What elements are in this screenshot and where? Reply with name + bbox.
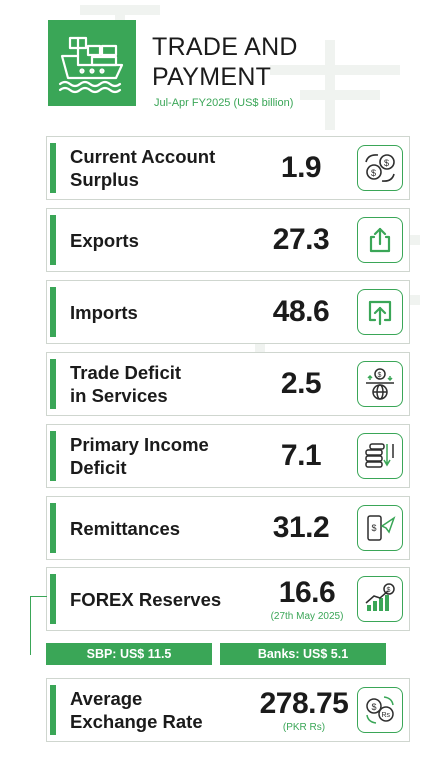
card-value: 2.5 (280, 367, 322, 400)
page-title: TRADE AND PAYMENT (152, 33, 298, 91)
card-label: Imports (70, 301, 138, 323)
svg-text:$: $ (384, 158, 389, 168)
svg-text:$: $ (372, 523, 377, 533)
accent-bar (50, 359, 56, 409)
forex-split: SBP: US$ 11.5 Banks: US$ 5.1 (46, 643, 386, 667)
card-imports: Imports 48.6 (46, 280, 410, 344)
card-trade-deficit-services: Trade Deficit in Services 2.5 $ (46, 352, 410, 416)
card-value: 16.6 (27th May 2025) (270, 576, 344, 622)
card-label: Exports (70, 229, 139, 251)
connector-line (30, 596, 47, 655)
banks-pill: Banks: US$ 5.1 (220, 643, 386, 665)
page-subtitle: Jul-Apr FY2025 (US$ billion) (154, 97, 294, 109)
card-current-account: Current Account Surplus 1.9 $ $ (46, 136, 410, 200)
svg-text:$: $ (378, 372, 382, 379)
card-primary-income-deficit: Primary Income Deficit 7.1 (46, 424, 410, 488)
card-value: 7.1 (280, 439, 322, 472)
accent-bar (50, 287, 56, 337)
card-label: FOREX Reserves (70, 588, 222, 610)
accent-bar (50, 503, 56, 553)
svg-text:Rs: Rs (382, 712, 391, 719)
import-icon (357, 289, 403, 335)
growth-chart-icon: $ (357, 576, 403, 622)
coins-decline-icon (357, 433, 403, 479)
card-label: Current Account Surplus (70, 146, 216, 190)
card-forex-reserves: FOREX Reserves 16.6 (27th May 2025) $ (46, 567, 410, 631)
card-value: 1.9 (280, 151, 322, 184)
accent-bar (50, 431, 56, 481)
card-value: 48.6 (272, 295, 330, 328)
sbp-pill: SBP: US$ 11.5 (46, 643, 212, 665)
accent-bar (50, 143, 56, 193)
accent-bar (50, 685, 56, 735)
card-exports: Exports 27.3 (46, 208, 410, 272)
header: TRADE AND PAYMENT Jul-Apr FY2025 (US$ bi… (48, 20, 428, 110)
upload-icon (357, 217, 403, 263)
card-value: 278.75 (PKR Rs) (259, 687, 349, 733)
globe-balance-icon: $ (357, 361, 403, 407)
card-average-exchange-rate: Average Exchange Rate 278.75 (PKR Rs) $ R… (46, 678, 410, 742)
value-note: (27th May 2025) (270, 611, 344, 622)
card-label: Trade Deficit in Services (70, 362, 182, 406)
card-label: Remittances (70, 517, 181, 539)
ship-icon (48, 20, 136, 106)
accent-bar (50, 574, 56, 624)
dollar-exchange-icon: $ $ (357, 145, 403, 191)
value-note: (PKR Rs) (282, 722, 326, 733)
accent-bar (50, 215, 56, 265)
svg-text:$: $ (387, 587, 391, 594)
card-value: 27.3 (272, 223, 330, 256)
card-label: Average Exchange Rate (70, 688, 203, 732)
card-remittances: Remittances 31.2 $ (46, 496, 410, 560)
card-label: Primary Income Deficit (70, 434, 209, 478)
currency-exchange-icon: $ Rs (357, 687, 403, 733)
svg-text:$: $ (371, 168, 376, 178)
mobile-transfer-icon: $ (357, 505, 403, 551)
svg-text:$: $ (372, 702, 377, 712)
card-value: 31.2 (272, 511, 330, 544)
